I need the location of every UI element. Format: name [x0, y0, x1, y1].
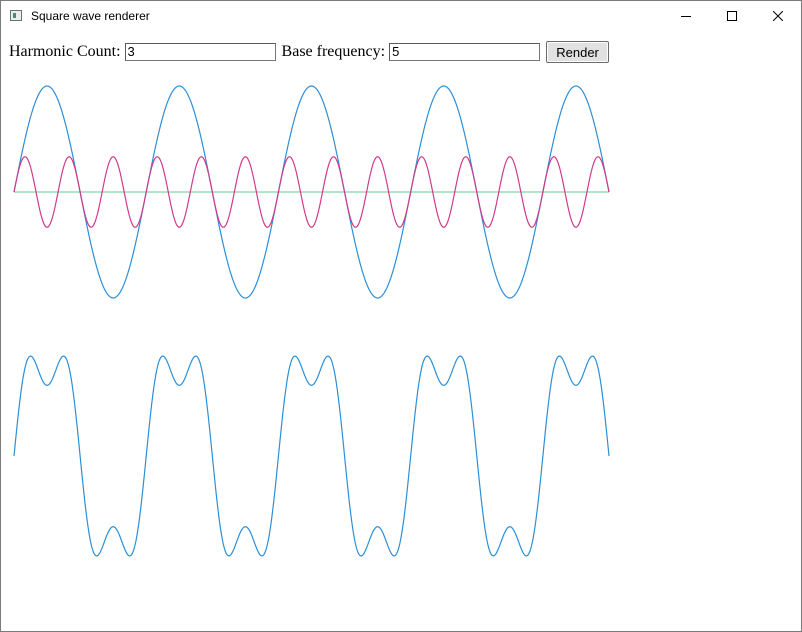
maximize-icon [727, 11, 737, 21]
maximize-button[interactable] [709, 1, 755, 31]
harmonic-3-line [13, 156, 610, 228]
harmonic-1-line [13, 85, 610, 299]
base-frequency-label: Base frequency: [281, 43, 386, 60]
render-button[interactable]: Render [546, 41, 610, 63]
minimize-icon [681, 16, 691, 17]
harmonic-count-label: Harmonic Count: [9, 43, 121, 60]
close-button[interactable] [755, 1, 801, 31]
window-title: Square wave renderer [31, 9, 150, 23]
harmonics-chart [13, 85, 610, 299]
app-window-icon [10, 10, 22, 21]
render-form: Harmonic Count: Base frequency: Render [9, 41, 610, 63]
square-wave-sum-chart [13, 355, 610, 557]
harmonic-count-input[interactable] [124, 43, 276, 61]
minimize-button[interactable] [663, 1, 709, 31]
base-frequency-input[interactable] [389, 43, 541, 61]
close-icon [773, 11, 783, 21]
title-bar[interactable]: Square wave renderer [1, 1, 801, 31]
square-wave-sum-line [13, 355, 610, 557]
